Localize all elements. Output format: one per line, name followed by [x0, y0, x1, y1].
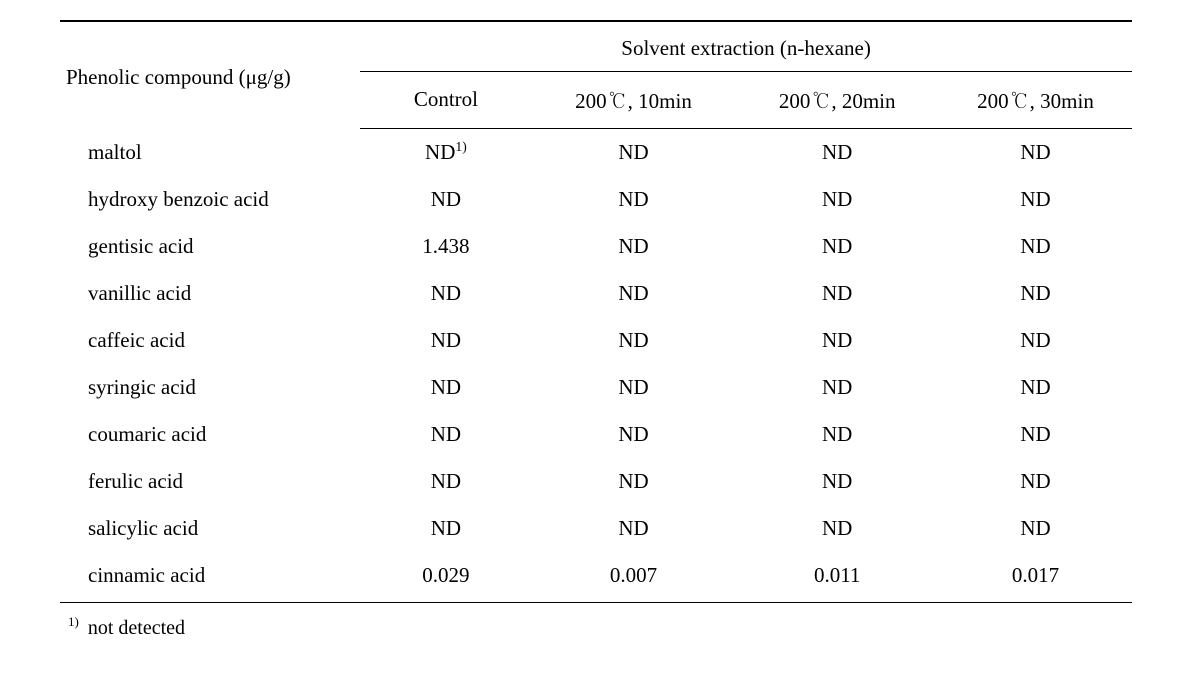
compound-name-cell: coumaric acid [60, 411, 360, 458]
value-cell: ND [939, 411, 1132, 458]
value-cell: ND [939, 505, 1132, 552]
value-cell: ND [532, 458, 736, 505]
compound-name-cell: cinnamic acid [60, 552, 360, 603]
page-container: Phenolic compound (μg/g) Solvent extract… [0, 0, 1192, 693]
table-row: caffeic acidNDNDNDND [60, 317, 1132, 364]
value-cell: ND [532, 270, 736, 317]
unit-mu: μ [246, 65, 257, 89]
table-row: salicylic acidNDNDNDND [60, 505, 1132, 552]
table-row: ferulic acidNDNDNDND [60, 458, 1132, 505]
compound-name-cell: vanillic acid [60, 270, 360, 317]
value-cell: ND [735, 458, 939, 505]
table-row: maltolND1)NDNDND [60, 129, 1132, 177]
value-cell: ND [735, 411, 939, 458]
value-cell: ND [939, 129, 1132, 177]
col-header-200-10: 200℃, 10min [532, 72, 736, 129]
value-cell: ND [360, 411, 532, 458]
value-cell: ND [532, 176, 736, 223]
col-header-200-30: 200℃, 30min [939, 72, 1132, 129]
value-cell: ND [939, 458, 1132, 505]
table-row: vanillic acidNDNDNDND [60, 270, 1132, 317]
value-cell: ND [532, 505, 736, 552]
value-cell: ND [360, 317, 532, 364]
value-cell: 0.029 [360, 552, 532, 603]
compound-name-cell: salicylic acid [60, 505, 360, 552]
compound-name-cell: syringic acid [60, 364, 360, 411]
table-row: coumaric acidNDNDNDND [60, 411, 1132, 458]
row-header-cell: Phenolic compound (μg/g) [60, 21, 360, 129]
phenolic-compound-table: Phenolic compound (μg/g) Solvent extract… [60, 20, 1132, 603]
unit-open: ( [239, 65, 246, 89]
value-cell: ND [360, 270, 532, 317]
compound-name-cell: maltol [60, 129, 360, 177]
footnote: 1) not detected [60, 617, 1132, 640]
value-cell: ND1) [360, 129, 532, 177]
unit-rest: g/g) [257, 65, 291, 89]
value-cell: ND [532, 411, 736, 458]
value-cell: ND [532, 364, 736, 411]
col-header-200-20: 200℃, 20min [735, 72, 939, 129]
group-header-label: Solvent extraction (n-hexane) [621, 36, 871, 60]
value-cell: ND [735, 270, 939, 317]
value-cell: ND [939, 317, 1132, 364]
value-cell: ND [939, 270, 1132, 317]
table-row: syringic acidNDNDNDND [60, 364, 1132, 411]
value-cell: 0.007 [532, 552, 736, 603]
footnote-marker: 1) [68, 614, 79, 629]
compound-name-cell: caffeic acid [60, 317, 360, 364]
compound-name-cell: gentisic acid [60, 223, 360, 270]
value-cell: ND [735, 129, 939, 177]
value-cell: ND [360, 176, 532, 223]
value-cell: ND [735, 317, 939, 364]
header-row-group: Phenolic compound (μg/g) Solvent extract… [60, 21, 1132, 72]
row-header-unit: (μg/g) [239, 65, 291, 89]
value-cell: ND [735, 176, 939, 223]
value-cell: ND [735, 505, 939, 552]
compound-name-cell: ferulic acid [60, 458, 360, 505]
table-row: gentisic acid1.438NDNDND [60, 223, 1132, 270]
value-cell: 1.438 [360, 223, 532, 270]
value-cell: ND [735, 223, 939, 270]
value-cell: 0.011 [735, 552, 939, 603]
value-cell: ND [532, 129, 736, 177]
row-header-label: Phenolic compound [66, 65, 233, 89]
value-cell: ND [735, 364, 939, 411]
value-cell: 0.017 [939, 552, 1132, 603]
table-row: cinnamic acid0.0290.0070.0110.017 [60, 552, 1132, 603]
table-body: maltolND1)NDNDNDhydroxy benzoic acidNDND… [60, 129, 1132, 603]
footnote-text: not detected [88, 617, 185, 639]
table-head: Phenolic compound (μg/g) Solvent extract… [60, 21, 1132, 129]
value-cell: ND [360, 458, 532, 505]
value-cell: ND [360, 364, 532, 411]
value-cell: ND [532, 317, 736, 364]
compound-name-cell: hydroxy benzoic acid [60, 176, 360, 223]
col-header-control: Control [360, 72, 532, 129]
table-row: hydroxy benzoic acidNDNDNDND [60, 176, 1132, 223]
value-cell: ND [939, 364, 1132, 411]
value-cell: ND [532, 223, 736, 270]
group-header-cell: Solvent extraction (n-hexane) [360, 21, 1132, 72]
value-cell: ND [360, 505, 532, 552]
value-cell: ND [939, 176, 1132, 223]
value-cell: ND [939, 223, 1132, 270]
